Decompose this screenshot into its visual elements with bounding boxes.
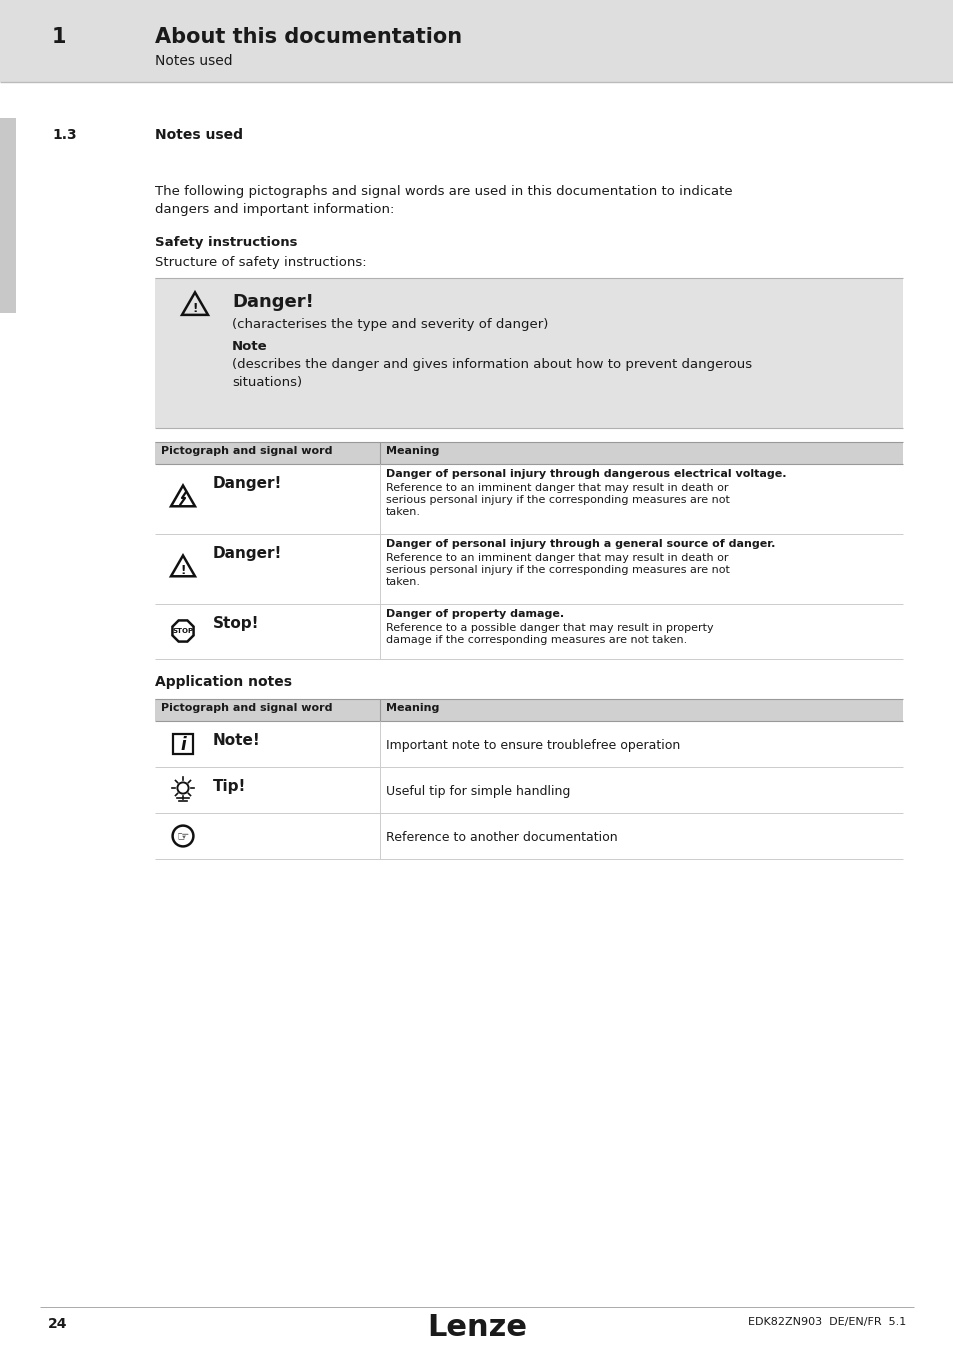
FancyBboxPatch shape — [154, 813, 902, 859]
Text: Danger!: Danger! — [232, 293, 314, 310]
FancyBboxPatch shape — [154, 699, 902, 721]
FancyBboxPatch shape — [154, 767, 902, 813]
Text: taken.: taken. — [386, 576, 420, 587]
Text: 1: 1 — [52, 27, 67, 47]
Text: dangers and important information:: dangers and important information: — [154, 202, 394, 216]
FancyBboxPatch shape — [154, 603, 902, 659]
Text: Notes used: Notes used — [154, 128, 243, 142]
Text: Application notes: Application notes — [154, 675, 292, 688]
Text: !: ! — [180, 563, 186, 576]
Text: Safety instructions: Safety instructions — [154, 236, 297, 248]
Text: (describes the danger and gives information about how to prevent dangerous: (describes the danger and gives informat… — [232, 358, 751, 371]
FancyBboxPatch shape — [154, 278, 902, 428]
Text: Reference to an imminent danger that may result in death or: Reference to an imminent danger that may… — [386, 483, 728, 493]
Text: !: ! — [193, 301, 197, 315]
Text: Stop!: Stop! — [213, 616, 259, 630]
Text: Reference to a possible danger that may result in property: Reference to a possible danger that may … — [386, 622, 713, 633]
Text: EDK82ZN903  DE/EN/FR  5.1: EDK82ZN903 DE/EN/FR 5.1 — [747, 1318, 905, 1327]
Text: Reference to an imminent danger that may result in death or: Reference to an imminent danger that may… — [386, 554, 728, 563]
Text: i: i — [180, 736, 186, 755]
Text: The following pictographs and signal words are used in this documentation to ind: The following pictographs and signal wor… — [154, 185, 732, 198]
Text: Danger!: Danger! — [213, 545, 282, 562]
Text: damage if the corresponding measures are not taken.: damage if the corresponding measures are… — [386, 634, 686, 645]
Text: serious personal injury if the corresponding measures are not: serious personal injury if the correspon… — [386, 566, 729, 575]
Text: Danger of personal injury through a general source of danger.: Danger of personal injury through a gene… — [386, 539, 775, 549]
FancyBboxPatch shape — [154, 464, 902, 535]
Text: 24: 24 — [48, 1318, 68, 1331]
Text: (characterises the type and severity of danger): (characterises the type and severity of … — [232, 319, 548, 331]
Text: Danger!: Danger! — [213, 477, 282, 491]
Text: situations): situations) — [232, 377, 302, 389]
Text: STOP: STOP — [172, 628, 193, 634]
Text: Useful tip for simple handling: Useful tip for simple handling — [386, 784, 570, 798]
Text: Tip!: Tip! — [213, 779, 246, 794]
Text: Pictograph and signal word: Pictograph and signal word — [161, 703, 333, 713]
Text: ☞: ☞ — [176, 829, 189, 842]
Text: Danger of personal injury through dangerous electrical voltage.: Danger of personal injury through danger… — [386, 468, 785, 479]
FancyBboxPatch shape — [0, 0, 953, 82]
FancyBboxPatch shape — [154, 535, 902, 603]
Text: Meaning: Meaning — [386, 703, 439, 713]
Text: Note!: Note! — [213, 733, 260, 748]
Text: serious personal injury if the corresponding measures are not: serious personal injury if the correspon… — [386, 495, 729, 505]
FancyBboxPatch shape — [0, 117, 16, 313]
Text: Important note to ensure troublefree operation: Important note to ensure troublefree ope… — [386, 738, 679, 752]
Text: Danger of property damage.: Danger of property damage. — [386, 609, 563, 620]
FancyBboxPatch shape — [154, 721, 902, 767]
FancyBboxPatch shape — [154, 441, 902, 464]
Text: taken.: taken. — [386, 508, 420, 517]
Text: About this documentation: About this documentation — [154, 27, 461, 47]
Text: Structure of safety instructions:: Structure of safety instructions: — [154, 256, 366, 269]
Text: Notes used: Notes used — [154, 54, 233, 68]
Text: Meaning: Meaning — [386, 446, 439, 456]
Text: Pictograph and signal word: Pictograph and signal word — [161, 446, 333, 456]
Text: 1.3: 1.3 — [52, 128, 76, 142]
Text: Note: Note — [232, 340, 268, 352]
Text: Lenze: Lenze — [427, 1314, 526, 1342]
Text: Reference to another documentation: Reference to another documentation — [386, 832, 617, 844]
